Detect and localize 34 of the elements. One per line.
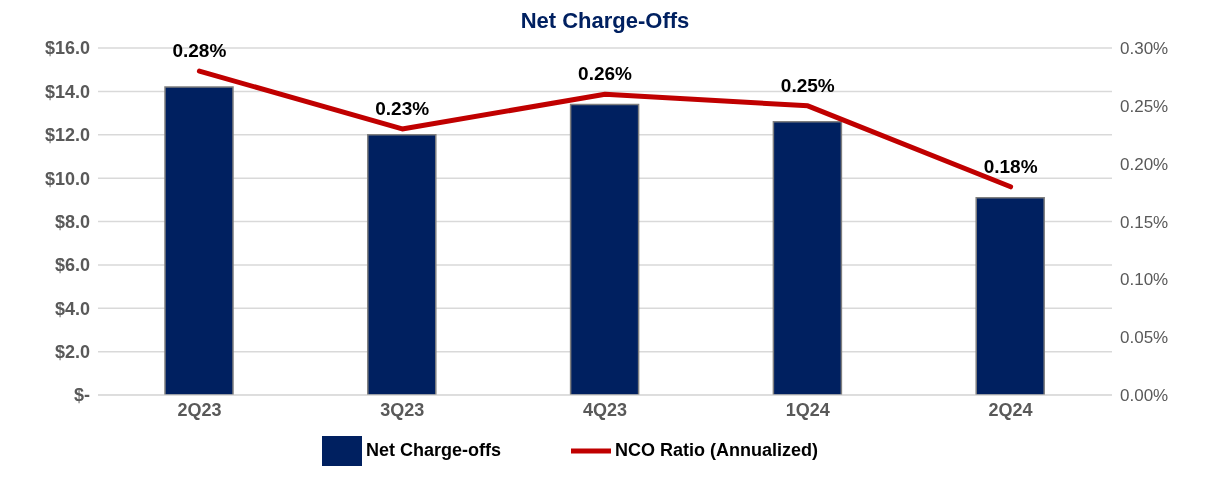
bar [367, 134, 437, 395]
y2-tick-label: 0.30% [1120, 39, 1169, 59]
y-tick-label: $10.0 [44, 168, 90, 189]
bar [975, 196, 1045, 395]
data-label: 0.23% [375, 97, 430, 119]
legend-label: Net Charge-offs [365, 439, 501, 460]
y-tick-label: $12.0 [44, 125, 90, 146]
bar [772, 120, 843, 395]
y2-tick-label: 0.25% [1120, 96, 1169, 116]
legend-label: NCO Ratio (Annualized) [615, 439, 818, 460]
x-tick-label: 3Q23 [380, 399, 425, 420]
x-tick-label: 4Q23 [582, 399, 628, 420]
data-label: 0.28% [172, 40, 227, 62]
y2-tick-label: 0.00% [1120, 386, 1169, 406]
y2-tick-label: 0.15% [1120, 212, 1169, 232]
y-tick-label: $2.0 [54, 342, 90, 363]
y-tick-label: $8.0 [54, 211, 90, 232]
y2-tick-label: 0.10% [1120, 270, 1169, 290]
x-tick-label: 2Q24 [988, 399, 1033, 420]
y-tick-label: $6.0 [54, 255, 90, 276]
data-label: 0.26% [578, 63, 633, 85]
bar [164, 86, 234, 395]
y-tick-label: $16.0 [44, 38, 90, 59]
x-tick-label: 1Q24 [785, 399, 830, 420]
x-tick-label: 2Q23 [177, 399, 222, 420]
y2-tick-label: 0.20% [1120, 154, 1169, 174]
data-label: 0.18% [983, 155, 1038, 177]
chart-title: Net Charge-Offs [519, 8, 691, 34]
data-label: 0.25% [780, 74, 835, 96]
y-tick-label: $4.0 [54, 298, 90, 319]
y-tick-label: $- [73, 385, 90, 406]
y2-tick-label: 0.05% [1120, 328, 1169, 348]
y-tick-label: $14.0 [44, 81, 90, 102]
bar [569, 103, 640, 395]
